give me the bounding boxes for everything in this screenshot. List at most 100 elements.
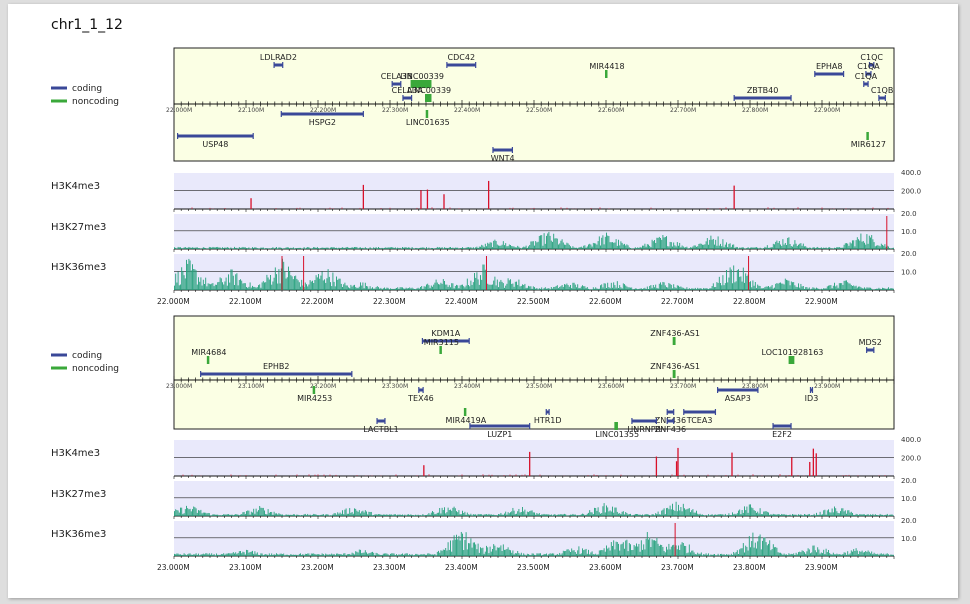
gene-body (614, 422, 618, 430)
legend: coding noncoding (51, 84, 119, 107)
gene-label: KDM1A (431, 329, 460, 338)
gene-label: MIR4253 (297, 394, 332, 403)
bottom-axis-label: 23.000M (157, 563, 190, 572)
track-scale-max: 20.0 (901, 517, 917, 525)
gene-body (439, 346, 442, 354)
axis-tick-label: 23.800M (742, 383, 768, 390)
gene-mir4419a: MIR4419A (446, 408, 487, 425)
track-h3k36me3: H3K36me3 20.0 10.0 (51, 517, 917, 559)
bottom-axis-label: 22.200M (301, 297, 334, 306)
gene-label: HSPG2 (309, 118, 336, 127)
track-label: H3K36me3 (51, 262, 106, 273)
track-scale-mid: 10.0 (901, 268, 917, 276)
panel-1: coding noncoding 22.000M 22.100M 22.200M 22.3… (51, 47, 921, 306)
gene-label: EPHA8 (816, 62, 842, 71)
gene-c1qc: C1QC (860, 53, 883, 68)
gene-label: C1QB (871, 86, 893, 95)
gene-label: ZNF436-AS1 (650, 362, 700, 371)
gene-label: C1QA (855, 72, 878, 81)
gene-body (206, 356, 210, 364)
gene-body (410, 80, 432, 88)
gene-body (866, 132, 869, 140)
gene-label: LINC00339 (407, 86, 451, 95)
bottom-axis-label: 22.500M (517, 297, 550, 306)
axis-tick-label: 22.400M (454, 107, 480, 114)
gene-body (672, 370, 676, 378)
gene-loc101928163: LOC101928163 (762, 348, 824, 364)
track-background (174, 254, 894, 290)
legend: coding noncoding (51, 351, 119, 374)
gene-label: MIR6127 (851, 140, 886, 149)
gene-label: LINC00339 (400, 72, 444, 81)
track-h3k4me3: H3K4me3 400.0 200.0 (51, 436, 921, 479)
gene-zbtb40: ZBTB40 (733, 86, 792, 101)
gene-label: CELA3B (381, 72, 412, 81)
axis-tick-label: 23.100M (238, 383, 264, 390)
gene-label: C1QC (860, 53, 883, 62)
track-h3k27me3: H3K27me3 20.0 10.0 (51, 210, 917, 252)
gene-label: MIR3115 (424, 338, 459, 347)
track-scale-max: 400.0 (901, 169, 921, 177)
gene-body (463, 408, 467, 416)
gene-mir4418: MIR4418 (589, 62, 625, 78)
axis-tick-label: 23.900M (814, 383, 840, 390)
axis-tick-label: 23.600M (598, 383, 624, 390)
gene-asap3: ASAP3 (716, 387, 759, 403)
track-label: H3K36me3 (51, 529, 106, 540)
gene-luzp1: LUZP1 (469, 423, 531, 439)
gene-ephb2: EPHB2 (200, 362, 353, 377)
gene-label: E2F2 (772, 430, 792, 439)
bottom-axis-label: 23.900M (805, 563, 838, 572)
track-signal (174, 523, 894, 556)
gene-label: EPHB2 (263, 362, 289, 371)
gene-hnrnpr: HNRNPR (627, 418, 662, 434)
gene-label: ID3 (805, 394, 819, 403)
gene-label: LINC01635 (406, 118, 450, 127)
track-signal (191, 180, 889, 209)
axis-tick-label: 23.300M (382, 383, 408, 390)
track-background (174, 173, 894, 209)
gene-tex46: TEX46 (407, 387, 434, 403)
track-signal (174, 256, 894, 290)
gene-znf436-as1: ZNF436-AS1 (650, 329, 700, 345)
legend-noncoding-label: noncoding (72, 97, 119, 107)
gene-c1qb: C1QB (871, 86, 893, 101)
axis-tick-label: 23.400M (454, 383, 480, 390)
bottom-axis-label: 23.300M (373, 563, 406, 572)
panel-2: coding noncoding 23.000M 23.100M 23.200M 23.3… (51, 315, 921, 572)
track-background (174, 481, 894, 516)
bottom-axis-label: 23.100M (229, 563, 262, 572)
gene-body (425, 94, 432, 102)
gene-znf436: ZNF436 (655, 418, 686, 434)
gene-label: CDC42 (448, 53, 476, 62)
gene-body (672, 337, 676, 345)
track-background (174, 440, 894, 476)
gene-label: MIR4418 (589, 62, 624, 71)
gene-mir4684: MIR4684 (191, 348, 226, 364)
track-background (174, 521, 894, 556)
gene-label: LINC01355 (595, 430, 639, 439)
axis-tick-label: 22.100M (238, 107, 264, 114)
track-scale-max: 20.0 (901, 250, 917, 258)
gene-znf436-as1: ZNF436-AS1 (650, 362, 700, 378)
gene-label: TEX46 (407, 394, 434, 403)
gene-label: TCEA3 (686, 416, 713, 425)
gene-wnt4: WNT4 (491, 147, 515, 163)
gene-cdc42: CDC42 (446, 53, 477, 68)
gene-body (312, 386, 316, 394)
axis-tick-label: 22.800M (742, 107, 768, 114)
gene-e2f2: E2F2 (772, 423, 792, 439)
gene-mir6127: MIR6127 (851, 132, 886, 149)
gene-ldlrad2: LDLRAD2 (260, 53, 297, 68)
gene-label: ZNF436-AS1 (650, 329, 700, 338)
gene-label: MDS2 (859, 338, 882, 347)
gene-c1qa: C1QA (857, 62, 880, 77)
gene-label: LOC101928163 (762, 348, 824, 357)
axis-tick-label: 22.000M (166, 107, 192, 114)
gene-track: 22.000M 22.100M 22.200M 22.300M 22.400M 22.50… (166, 47, 895, 163)
gene-label: ZNF436 (655, 425, 686, 434)
gene-label: C1QA (857, 62, 880, 71)
gene-hspg2: HSPG2 (280, 111, 364, 127)
bottom-axis-label: 22.300M (373, 297, 406, 306)
track-label: H3K27me3 (51, 489, 106, 500)
